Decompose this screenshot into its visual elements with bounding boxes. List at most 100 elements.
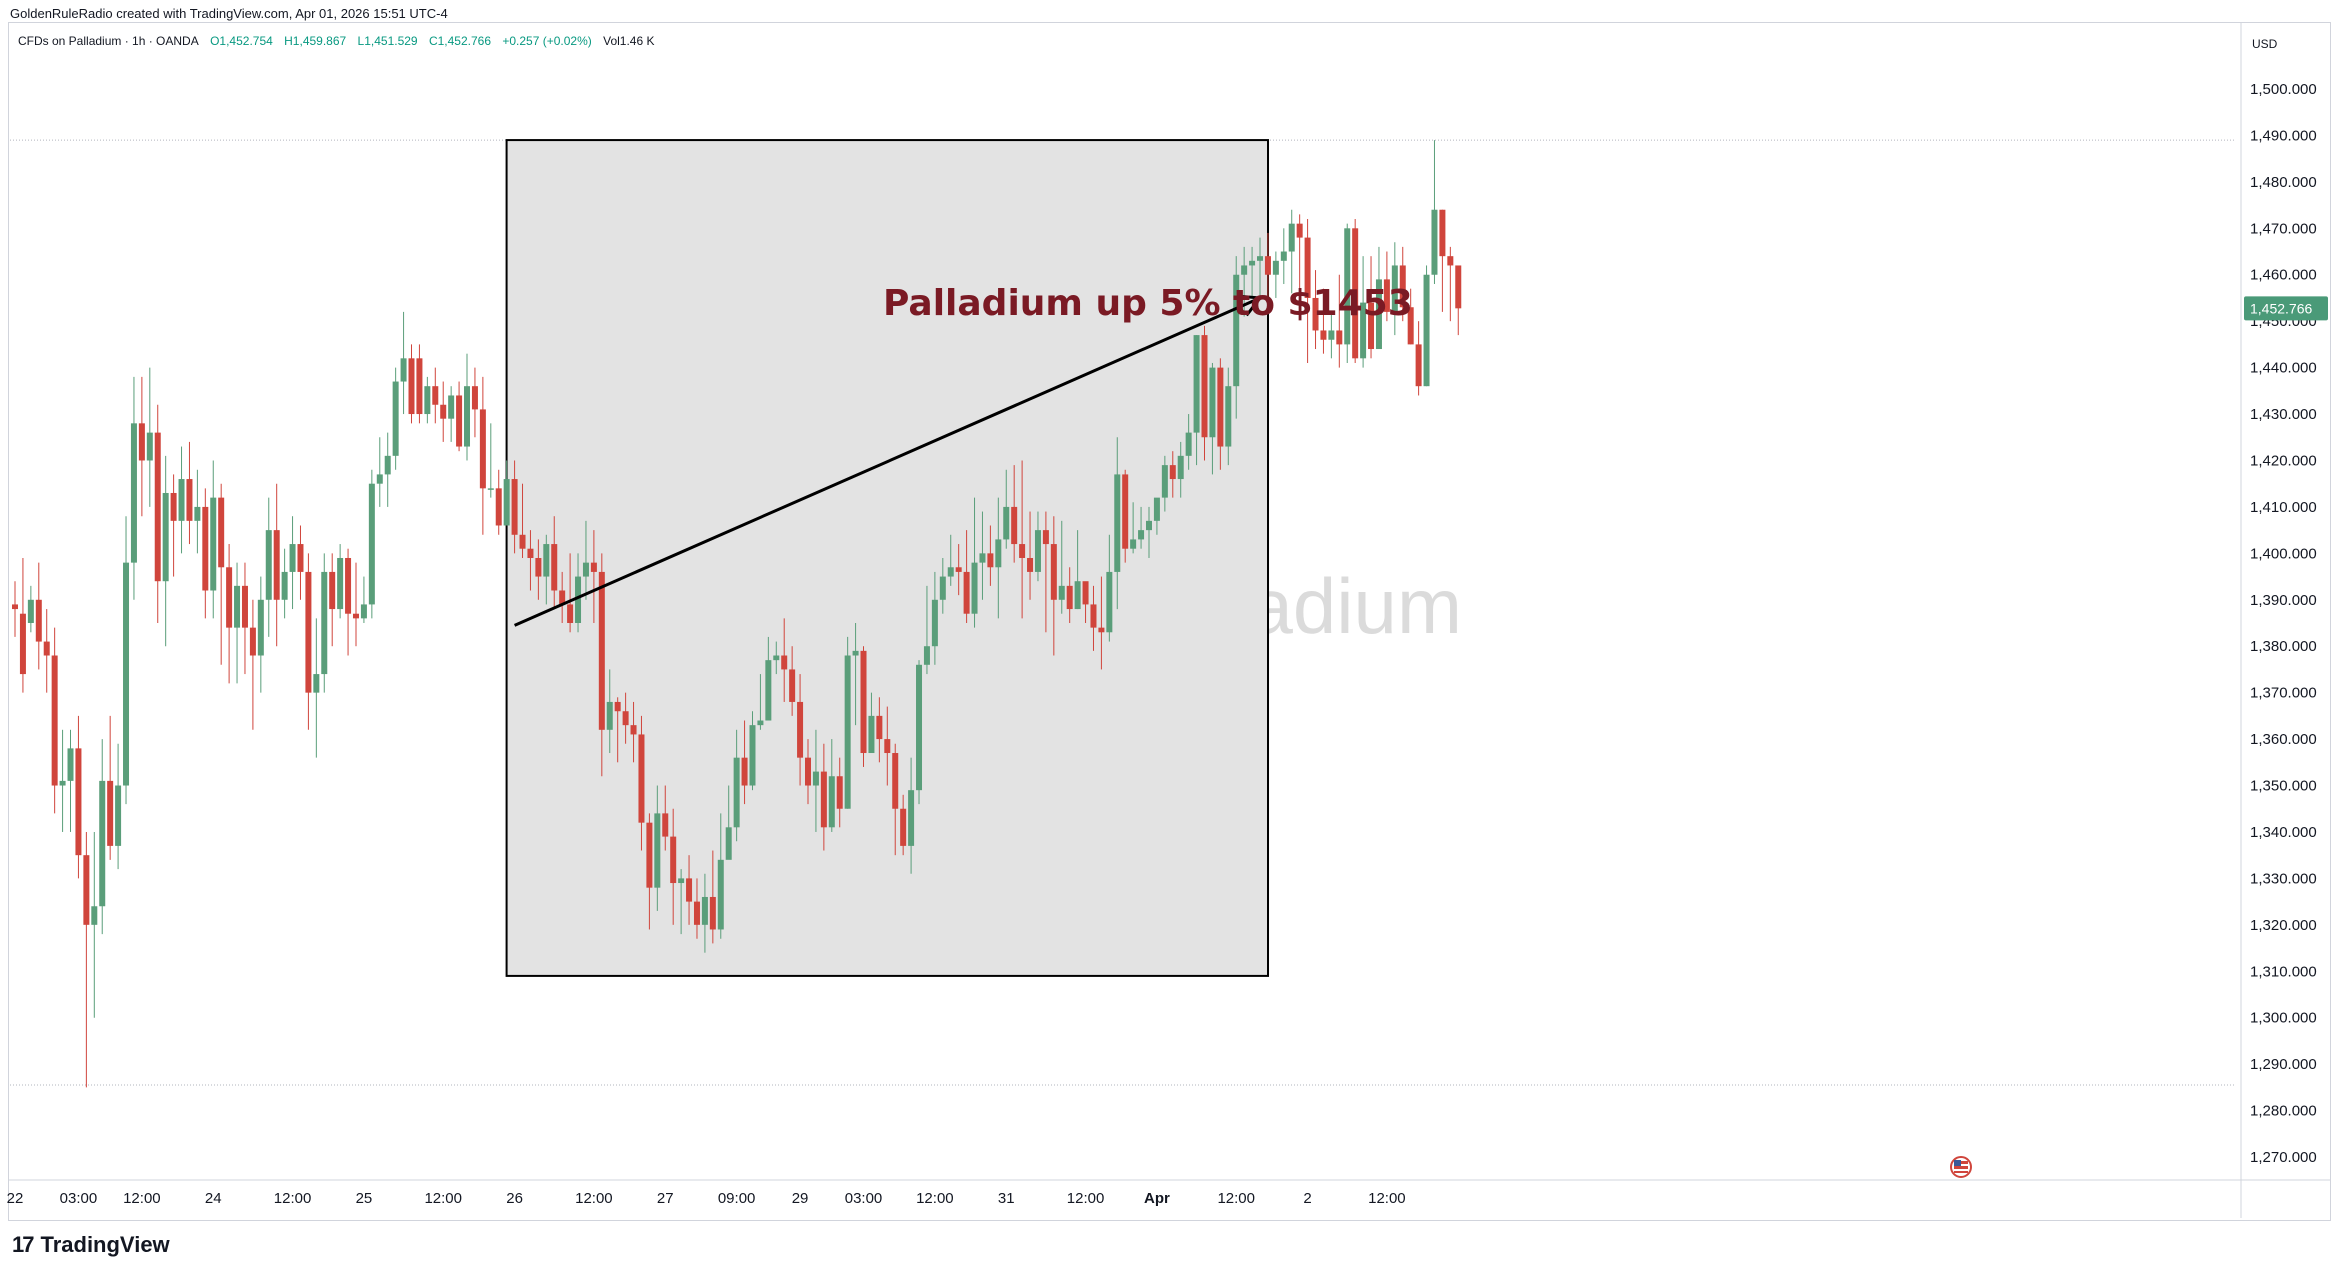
candle-178[interactable] bbox=[1423, 265, 1430, 387]
candle-139[interactable] bbox=[1114, 437, 1121, 610]
candle-137[interactable] bbox=[1098, 576, 1105, 670]
candle-141[interactable] bbox=[1130, 502, 1137, 554]
candle-23[interactable] bbox=[194, 469, 201, 554]
candle-158[interactable] bbox=[1264, 232, 1271, 298]
candle-133[interactable] bbox=[1066, 567, 1073, 623]
candle-150[interactable] bbox=[1201, 325, 1208, 461]
candle-72[interactable] bbox=[582, 520, 589, 600]
candle-83[interactable] bbox=[670, 808, 677, 925]
candle-152[interactable] bbox=[1217, 358, 1224, 470]
candle-118[interactable] bbox=[947, 534, 954, 586]
candle-82[interactable] bbox=[662, 785, 669, 851]
candle-25[interactable] bbox=[210, 460, 217, 619]
candle-9[interactable] bbox=[83, 831, 90, 1088]
candle-102[interactable] bbox=[820, 743, 827, 851]
candle-26[interactable] bbox=[218, 483, 225, 665]
candle-109[interactable] bbox=[876, 697, 883, 763]
candle-73[interactable] bbox=[590, 530, 597, 623]
candle-46[interactable] bbox=[376, 437, 383, 507]
candle-128[interactable] bbox=[1027, 511, 1034, 600]
candle-86[interactable] bbox=[693, 878, 700, 939]
candle-143[interactable] bbox=[1145, 506, 1152, 558]
candle-110[interactable] bbox=[884, 706, 891, 786]
candle-105[interactable] bbox=[844, 636, 851, 809]
candle-130[interactable] bbox=[1042, 511, 1049, 633]
candle-157[interactable] bbox=[1257, 237, 1264, 298]
candle-90[interactable] bbox=[725, 785, 732, 860]
candle-41[interactable] bbox=[337, 544, 344, 619]
candle-136[interactable] bbox=[1090, 585, 1097, 651]
candle-10[interactable] bbox=[91, 831, 98, 1018]
candle-68[interactable] bbox=[551, 516, 558, 610]
candle-119[interactable] bbox=[955, 544, 962, 596]
candle-1[interactable] bbox=[19, 557, 26, 693]
candle-38[interactable] bbox=[313, 618, 320, 758]
candle-84[interactable] bbox=[678, 869, 685, 935]
candle-115[interactable] bbox=[923, 585, 930, 675]
annotation-text[interactable]: Palladium up 5% to $1453 bbox=[883, 283, 1413, 324]
candle-162[interactable] bbox=[1296, 214, 1303, 308]
candle-65[interactable] bbox=[527, 530, 534, 591]
candle-122[interactable] bbox=[979, 511, 986, 600]
candle-170[interactable] bbox=[1360, 256, 1367, 368]
candle-174[interactable] bbox=[1391, 242, 1398, 336]
candle-85[interactable] bbox=[686, 855, 693, 925]
candle-55[interactable] bbox=[448, 386, 455, 442]
candle-29[interactable] bbox=[241, 562, 248, 675]
candle-57[interactable] bbox=[464, 353, 471, 461]
candle-13[interactable] bbox=[115, 743, 122, 870]
candle-160[interactable] bbox=[1280, 228, 1287, 285]
candle-145[interactable] bbox=[1161, 455, 1168, 512]
candle-66[interactable] bbox=[535, 539, 542, 600]
candle-33[interactable] bbox=[273, 483, 280, 647]
candle-30[interactable] bbox=[249, 599, 256, 730]
candle-34[interactable] bbox=[281, 548, 288, 619]
candle-156[interactable] bbox=[1249, 246, 1256, 298]
candle-75[interactable] bbox=[606, 669, 613, 754]
candle-173[interactable] bbox=[1383, 251, 1390, 322]
tradingview-brand[interactable]: 17 TradingView bbox=[12, 1232, 170, 1258]
candle-49[interactable] bbox=[400, 311, 407, 415]
candle-58[interactable] bbox=[471, 367, 478, 438]
candle-169[interactable] bbox=[1352, 219, 1359, 363]
candle-21[interactable] bbox=[178, 446, 185, 554]
candle-18[interactable] bbox=[154, 404, 161, 623]
trend-arrow-line[interactable] bbox=[513, 296, 1261, 627]
candle-106[interactable] bbox=[852, 623, 859, 726]
candle-8[interactable] bbox=[75, 715, 82, 879]
candle-135[interactable] bbox=[1082, 581, 1089, 623]
candle-35[interactable] bbox=[289, 516, 296, 610]
candle-93[interactable] bbox=[749, 711, 756, 791]
candle-70[interactable] bbox=[567, 553, 574, 633]
annotation-rectangle[interactable] bbox=[505, 139, 1270, 977]
candle-5[interactable] bbox=[51, 627, 58, 814]
candle-171[interactable] bbox=[1368, 256, 1375, 359]
candle-124[interactable] bbox=[995, 497, 1002, 619]
candle-182[interactable] bbox=[1455, 265, 1462, 336]
candle-177[interactable] bbox=[1415, 321, 1422, 396]
candle-144[interactable] bbox=[1153, 497, 1160, 535]
candle-114[interactable] bbox=[916, 660, 923, 805]
candle-100[interactable] bbox=[805, 739, 811, 805]
candle-28[interactable] bbox=[234, 562, 241, 684]
candle-39[interactable] bbox=[321, 553, 328, 693]
candle-146[interactable] bbox=[1169, 451, 1176, 498]
candle-62[interactable] bbox=[503, 460, 510, 526]
candle-159[interactable] bbox=[1272, 251, 1279, 298]
candle-20[interactable] bbox=[170, 474, 177, 577]
candle-77[interactable] bbox=[622, 692, 629, 744]
candle-164[interactable] bbox=[1312, 270, 1319, 350]
candle-176[interactable] bbox=[1407, 288, 1414, 345]
candle-51[interactable] bbox=[416, 344, 423, 424]
candle-94[interactable] bbox=[757, 674, 764, 730]
candle-101[interactable] bbox=[812, 729, 819, 832]
candle-142[interactable] bbox=[1138, 506, 1145, 549]
candle-88[interactable] bbox=[709, 850, 716, 944]
candle-54[interactable] bbox=[440, 381, 447, 442]
candle-2[interactable] bbox=[27, 585, 34, 633]
candle-103[interactable] bbox=[828, 739, 835, 832]
candle-78[interactable] bbox=[630, 701, 637, 763]
candle-12[interactable] bbox=[107, 715, 114, 860]
candle-4[interactable] bbox=[43, 609, 50, 693]
candle-11[interactable] bbox=[99, 739, 106, 935]
